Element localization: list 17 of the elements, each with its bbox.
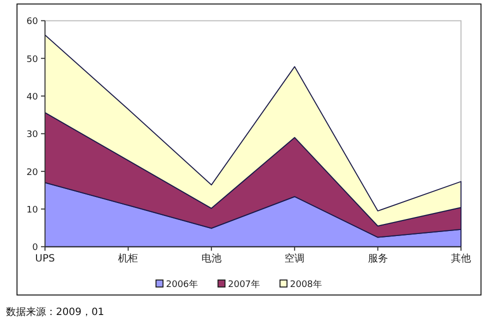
y-tick-label: 40	[26, 92, 38, 103]
x-tick-label: UPS	[35, 254, 55, 265]
y-tick-label: 10	[26, 206, 38, 216]
x-tick-label: 服务	[368, 252, 388, 265]
x-tick-label: 电池	[201, 252, 222, 265]
x-tick-label: 其他	[451, 252, 471, 265]
x-tick-label: 空调	[284, 252, 305, 265]
y-tick-label: 20	[26, 168, 38, 178]
y-tick-label: 60	[26, 17, 38, 28]
y-tick-label: 30	[26, 130, 38, 140]
legend-label: 2006年	[166, 279, 198, 290]
legend-label: 2007年	[228, 279, 260, 290]
y-tick-label: 0	[32, 243, 38, 254]
source-note: 数据来源：2009，01	[6, 306, 104, 318]
x-tick-label: 机柜	[118, 252, 138, 265]
legend-label: 2008年	[290, 279, 322, 290]
y-tick-label: 50	[26, 54, 38, 65]
